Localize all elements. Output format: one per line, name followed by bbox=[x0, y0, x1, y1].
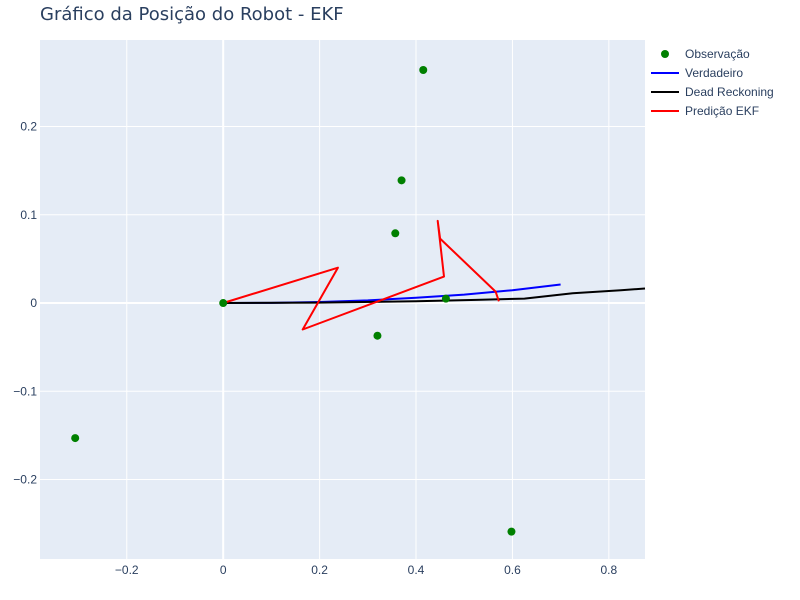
data-point-observa-o bbox=[373, 331, 382, 340]
legend-marker-swatch bbox=[661, 50, 669, 58]
legend-label: Verdadeiro bbox=[685, 66, 743, 80]
data-point-observa-o bbox=[219, 299, 228, 308]
legend-item-observa-o[interactable]: Observação bbox=[661, 47, 750, 61]
x-tick-label: 0 bbox=[220, 563, 227, 577]
y-tick-label: −0.1 bbox=[13, 384, 37, 398]
x-tick-label: 0.4 bbox=[408, 563, 425, 577]
data-point-observa-o bbox=[441, 294, 450, 303]
legend-label: Predição EKF bbox=[685, 104, 759, 118]
data-point-observa-o bbox=[419, 66, 428, 75]
legend-item-predi-o-ekf[interactable]: Predição EKF bbox=[651, 104, 759, 118]
y-tick-label: −0.2 bbox=[13, 473, 37, 487]
data-point-observa-o bbox=[397, 176, 406, 185]
y-tick-label: 0.2 bbox=[20, 120, 37, 134]
x-tick-label: 0.2 bbox=[311, 563, 328, 577]
y-tick-label: 0 bbox=[30, 296, 37, 310]
data-point-observa-o bbox=[71, 434, 80, 443]
legend-item-dead-reckoning[interactable]: Dead Reckoning bbox=[651, 85, 774, 99]
x-tick-label: −0.2 bbox=[115, 563, 139, 577]
x-tick-label: 0.8 bbox=[601, 563, 618, 577]
x-tick-labels: −0.2 0 0.2 0.4 0.6 0.8 bbox=[115, 563, 618, 577]
legend[interactable]: Observação Verdadeiro Dead Reckoning Prediç… bbox=[651, 47, 774, 118]
legend-label: Dead Reckoning bbox=[685, 85, 774, 99]
x-tick-label: 0.6 bbox=[504, 563, 521, 577]
data-point-observa-o bbox=[391, 229, 400, 238]
legend-item-verdadeiro[interactable]: Verdadeiro bbox=[651, 66, 743, 80]
plot-background bbox=[40, 40, 645, 559]
series-line-dead-reckoning bbox=[223, 287, 646, 304]
series-line-predi-o-ekf bbox=[222, 219, 500, 331]
chart-title: Gráfico da Posição do Robot - EKF bbox=[40, 4, 344, 25]
data-point-observa-o bbox=[507, 527, 516, 536]
legend-label: Observação bbox=[685, 47, 750, 61]
y-tick-label: 0.1 bbox=[20, 208, 37, 222]
traces bbox=[71, 66, 646, 536]
y-tick-labels: −0.2 −0.1 0 0.1 0.2 bbox=[13, 120, 37, 487]
